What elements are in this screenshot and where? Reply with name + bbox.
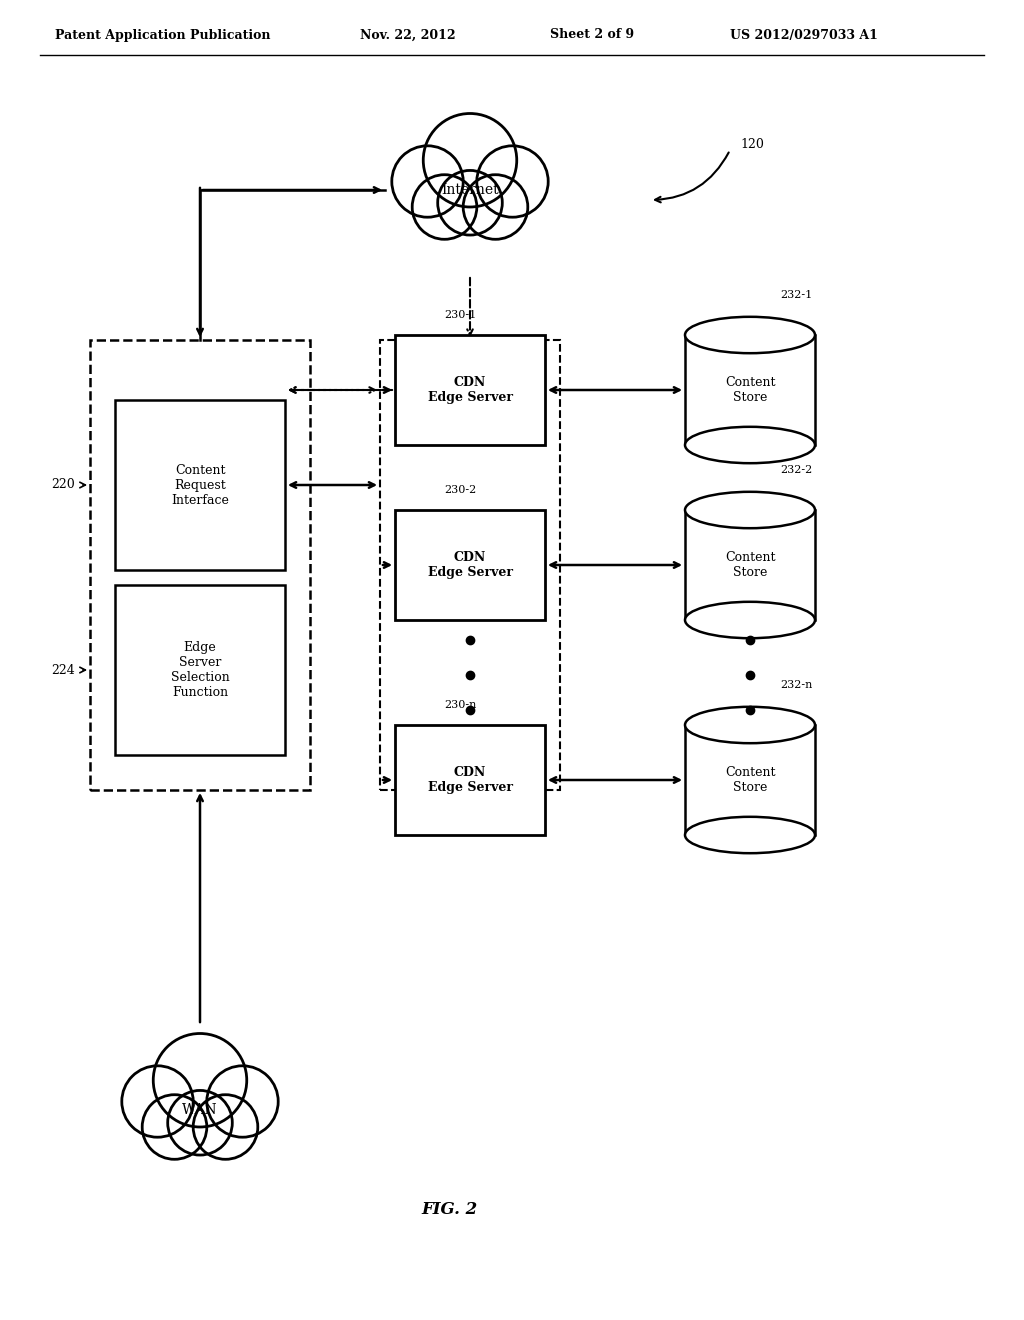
FancyBboxPatch shape: [395, 335, 545, 445]
FancyBboxPatch shape: [380, 341, 560, 789]
Text: Internet: Internet: [441, 183, 499, 197]
Ellipse shape: [685, 706, 815, 743]
Ellipse shape: [685, 602, 815, 638]
Text: 230-2: 230-2: [443, 484, 476, 495]
Ellipse shape: [685, 817, 815, 853]
Text: CDN
Edge Server: CDN Edge Server: [427, 766, 512, 795]
FancyBboxPatch shape: [90, 341, 310, 789]
Text: Patent Application Publication: Patent Application Publication: [55, 29, 270, 41]
Text: 230-n: 230-n: [443, 700, 476, 710]
Text: 232-n: 232-n: [780, 680, 812, 690]
Text: 230-1: 230-1: [443, 310, 476, 319]
Text: 220: 220: [51, 479, 75, 491]
Text: Content
Request
Interface: Content Request Interface: [171, 463, 229, 507]
Text: Content
Store: Content Store: [725, 766, 775, 795]
Text: Edge
Server
Selection
Function: Edge Server Selection Function: [171, 642, 229, 700]
Text: Sheet 2 of 9: Sheet 2 of 9: [550, 29, 634, 41]
FancyBboxPatch shape: [685, 510, 815, 620]
Ellipse shape: [685, 317, 815, 354]
Text: US 2012/0297033 A1: US 2012/0297033 A1: [730, 29, 878, 41]
FancyBboxPatch shape: [395, 725, 545, 836]
FancyBboxPatch shape: [685, 725, 815, 836]
Text: Content
Store: Content Store: [725, 550, 775, 579]
Text: WAN: WAN: [182, 1104, 218, 1117]
Ellipse shape: [685, 426, 815, 463]
Text: 232-1: 232-1: [780, 290, 812, 300]
Text: 120: 120: [740, 139, 764, 152]
Text: 232-2: 232-2: [780, 465, 812, 475]
Text: Nov. 22, 2012: Nov. 22, 2012: [360, 29, 456, 41]
Text: FIG. 2: FIG. 2: [422, 1201, 478, 1218]
Text: CDN
Edge Server: CDN Edge Server: [427, 550, 512, 579]
Text: 224: 224: [51, 664, 75, 676]
Text: Content
Store: Content Store: [725, 376, 775, 404]
FancyBboxPatch shape: [115, 585, 285, 755]
FancyBboxPatch shape: [685, 335, 815, 445]
FancyBboxPatch shape: [115, 400, 285, 570]
FancyBboxPatch shape: [395, 510, 545, 620]
Text: CDN
Edge Server: CDN Edge Server: [427, 376, 512, 404]
Ellipse shape: [685, 492, 815, 528]
